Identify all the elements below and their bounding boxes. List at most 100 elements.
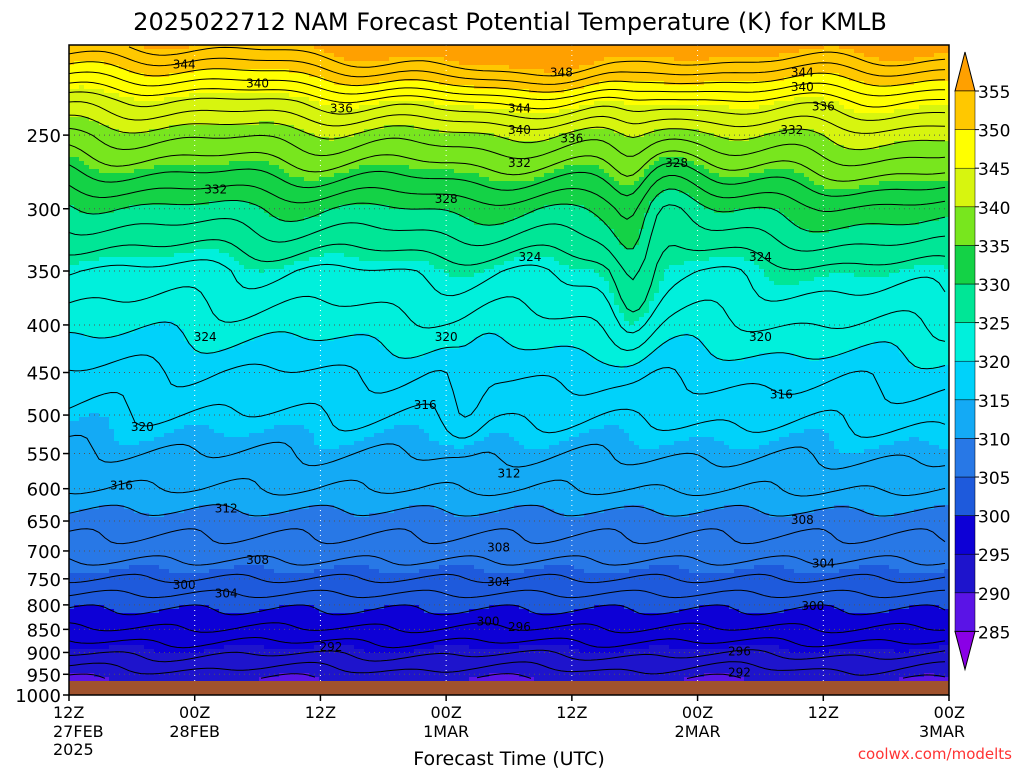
- contour-label: 316: [770, 387, 793, 401]
- contour-label: 300: [173, 578, 196, 592]
- contour-label: 348: [550, 65, 573, 79]
- contour-label: 344: [791, 65, 814, 79]
- y-tick-label: 650: [27, 512, 61, 533]
- colorbar-cell: [955, 91, 975, 130]
- contour-label: 328: [665, 156, 688, 170]
- x-tick-label: 12Z: [53, 703, 84, 722]
- contour-label: 304: [487, 575, 510, 589]
- colorbar-cell: [955, 245, 975, 284]
- contour-label: 312: [498, 467, 521, 481]
- contour-label: 308: [246, 553, 269, 567]
- contour-label: 344: [173, 58, 196, 72]
- x-axis-label: Forecast Time (UTC): [413, 748, 604, 768]
- y-tick-label: 250: [27, 126, 61, 147]
- x-tick-label: 12Z: [556, 703, 587, 722]
- contour-label: 316: [414, 398, 437, 412]
- colorbar-cell: [955, 361, 975, 400]
- colorbar-label: 355: [978, 83, 1010, 103]
- colorbar-label: 325: [978, 315, 1010, 335]
- x-date-label: 1MAR: [423, 722, 469, 741]
- contour-label: 336: [330, 101, 353, 115]
- colorbar-label: 335: [978, 237, 1010, 257]
- y-tick-label: 750: [27, 570, 61, 591]
- colorbar-cell: [955, 284, 975, 323]
- chart-title: 2025022712 NAM Forecast Potential Temper…: [133, 8, 887, 36]
- x-tick-label: 00Z: [934, 703, 965, 722]
- colorbar-label: 300: [978, 508, 1010, 528]
- colorbar-label: 350: [978, 122, 1010, 142]
- y-tick-label: 400: [27, 316, 61, 337]
- contour-label: 304: [812, 556, 835, 570]
- y-tick-label: 300: [27, 200, 61, 221]
- y-tick-label: 450: [27, 364, 61, 385]
- contour-label: 324: [749, 250, 772, 264]
- colorbar-label: 295: [978, 546, 1010, 566]
- y-tick-label: 850: [27, 620, 61, 641]
- colorbar-label: 290: [978, 585, 1010, 605]
- contour-label: 324: [518, 250, 541, 264]
- colorbar-cell: [955, 130, 975, 169]
- y-tick-label: 800: [27, 596, 61, 617]
- contour-label: 332: [508, 156, 531, 170]
- colorbar-label: 345: [978, 160, 1010, 180]
- y-tick-label: 700: [27, 542, 61, 563]
- contour-label: 340: [508, 123, 531, 137]
- colorbar-label: 285: [978, 623, 1010, 643]
- contour-label: 328: [435, 192, 458, 206]
- contour-label: 296: [508, 620, 531, 634]
- colorbar-label: 320: [978, 353, 1010, 373]
- x-tick-label: 00Z: [179, 703, 210, 722]
- colorbar-label: 315: [978, 392, 1010, 412]
- contour-label: 304: [215, 587, 238, 601]
- x-date-label: 3MAR: [919, 722, 965, 741]
- contour-label: 300: [477, 615, 500, 629]
- contour-label: 308: [487, 540, 510, 554]
- colorbar-cell: [955, 554, 975, 593]
- colorbar-cell: [955, 323, 975, 362]
- y-tick-label: 550: [27, 445, 61, 466]
- colorbar-cell: [955, 168, 975, 207]
- x-date-label: 28FEB: [169, 722, 220, 741]
- contour-label: 324: [194, 330, 217, 344]
- x-tick-label: 00Z: [430, 703, 461, 722]
- contour-label: 312: [215, 501, 238, 515]
- x-tick-label: 00Z: [682, 703, 713, 722]
- colorbar-label: 340: [978, 199, 1010, 219]
- contour-label: 320: [435, 330, 458, 344]
- y-tick-label: 600: [27, 480, 61, 501]
- y-tick-label: 950: [27, 665, 61, 686]
- contour-label: 320: [131, 420, 154, 434]
- contour-label: 308: [791, 513, 814, 527]
- colorbar-cell: [955, 593, 975, 632]
- contour-label: 296: [728, 645, 751, 659]
- y-tick-label: 900: [27, 643, 61, 664]
- contour-label: 300: [801, 599, 824, 613]
- x-date-label: 27FEB: [53, 722, 104, 741]
- x-tick-label: 12Z: [808, 703, 839, 722]
- colorbar-cell: [955, 516, 975, 555]
- colorbar-label: 310: [978, 430, 1010, 450]
- contour-label: 292: [319, 640, 342, 654]
- contour-label: 320: [749, 330, 772, 344]
- contour-label: 340: [791, 80, 814, 94]
- colorbar-label: 305: [978, 469, 1010, 489]
- colorbar-cell: [955, 477, 975, 516]
- contour-label: 332: [204, 182, 227, 196]
- x-date-label: 2MAR: [675, 722, 721, 741]
- colorbar-label: 330: [978, 276, 1010, 296]
- contour-label: 332: [780, 123, 803, 137]
- x-year-label: 2025: [53, 740, 94, 759]
- colorbar-cell: [955, 207, 975, 246]
- ground-bar: [69, 681, 949, 695]
- contour-label: 336: [812, 100, 835, 114]
- y-tick-label: 350: [27, 262, 61, 283]
- x-tick-label: 12Z: [305, 703, 336, 722]
- contour-label: 292: [728, 666, 751, 680]
- credit-text: coolwx.com/modelts: [858, 745, 1012, 763]
- contour-label: 336: [560, 131, 583, 145]
- contour-label: 344: [508, 101, 531, 115]
- contour-label: 340: [246, 76, 269, 90]
- colorbar-cell: [955, 438, 975, 477]
- colorbar-cell: [955, 400, 975, 439]
